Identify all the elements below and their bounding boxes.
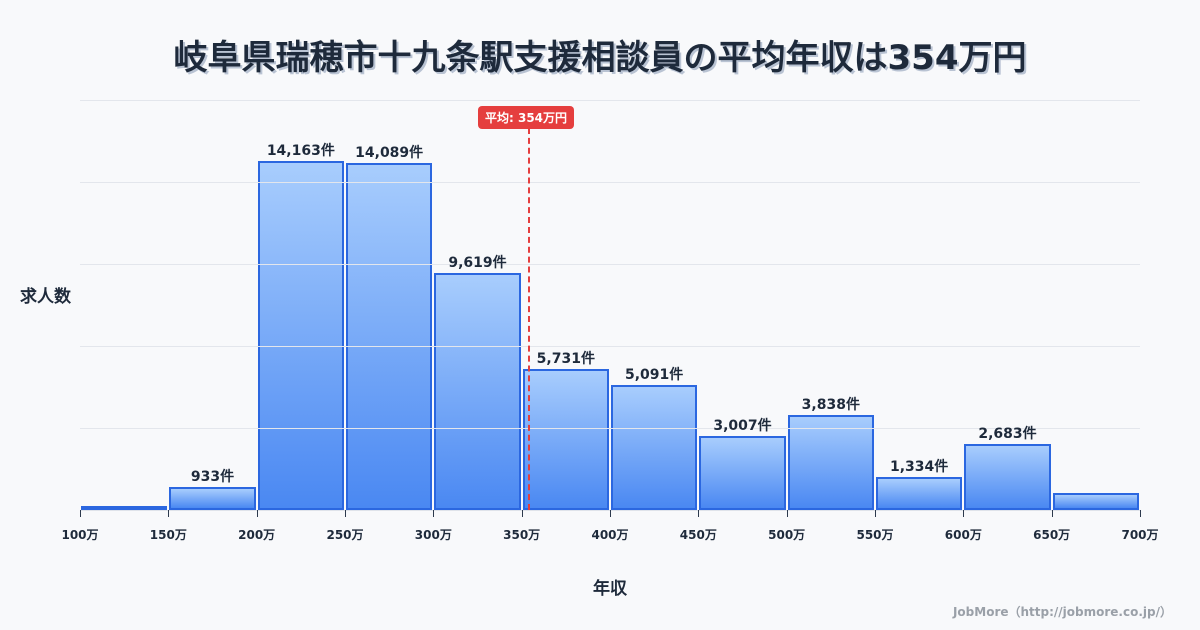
histogram-bar xyxy=(611,384,698,510)
bar-value-label: 14,089件 xyxy=(355,144,424,161)
x-tick-mark xyxy=(521,510,523,517)
gridline xyxy=(80,264,1140,265)
histogram-plot: 933件 14,163件 14,089件 9,619件 5,731件 5,091件 3,00… xyxy=(80,100,1140,511)
bar-value-label: 1,334件 xyxy=(890,459,949,476)
x-tick-mark xyxy=(345,510,346,517)
bar-value-label: 5,731件 xyxy=(536,350,595,367)
histogram-bar xyxy=(169,487,256,510)
bar-value-label: 14,163件 xyxy=(266,143,335,160)
x-tick-mark xyxy=(1140,510,1141,517)
x-tick-label: 150万 xyxy=(149,528,187,542)
average-line xyxy=(528,128,530,510)
x-tick-label: 100万 xyxy=(61,528,99,542)
x-tick-mark xyxy=(256,510,258,517)
x-tick-label: 600万 xyxy=(944,528,982,542)
x-tick-mark xyxy=(1051,510,1053,517)
histogram-bar xyxy=(787,415,874,510)
x-tick-mark xyxy=(433,510,435,517)
gridline xyxy=(80,182,1140,183)
x-tick-label: 700万 xyxy=(1121,528,1159,542)
histogram-bar xyxy=(876,477,963,510)
histogram-bar xyxy=(434,273,521,510)
x-tick-label: 200万 xyxy=(238,528,276,542)
gridline xyxy=(80,100,1140,101)
x-tick-mark xyxy=(610,510,611,517)
histogram-bar xyxy=(964,443,1051,510)
x-tick-label: 400万 xyxy=(591,528,629,542)
x-tick-mark xyxy=(168,510,170,517)
chart-title: 岐阜県瑞穂市十九条駅支援相談員の平均年収は354万円 xyxy=(173,38,1027,78)
histogram-bar xyxy=(346,162,433,510)
x-tick-label: 250万 xyxy=(326,528,364,542)
x-tick-mark xyxy=(698,510,700,517)
bar-value-label: 3,007件 xyxy=(713,417,772,434)
x-tick-label: 300万 xyxy=(414,528,452,542)
x-tick-label: 650万 xyxy=(1033,528,1071,542)
histogram-bar xyxy=(1052,493,1139,510)
x-tick-mark xyxy=(875,510,876,517)
histogram-bar xyxy=(522,368,609,510)
y-axis-label: 求人数 xyxy=(20,287,71,307)
bar-value-label: 9,619件 xyxy=(448,254,507,271)
x-tick-label: 350万 xyxy=(503,528,541,542)
histogram-bar xyxy=(699,435,786,510)
x-tick-label: 550万 xyxy=(856,528,894,542)
x-tick-mark xyxy=(963,510,965,517)
bar-value-label: 2,683件 xyxy=(978,425,1037,442)
x-tick-mark xyxy=(786,510,788,517)
bar-value-label: 5,091件 xyxy=(625,366,684,383)
x-tick-label: 450万 xyxy=(679,528,717,542)
histogram-bar xyxy=(257,161,344,510)
x-tick-label: 500万 xyxy=(768,528,806,542)
bar-value-label: 933件 xyxy=(190,469,235,485)
x-axis-label: 年収 xyxy=(593,579,627,599)
histogram-bar xyxy=(81,506,168,510)
gridline xyxy=(80,346,1140,347)
average-badge: 平均: 354万円 xyxy=(478,106,575,129)
gridline xyxy=(80,428,1140,429)
x-tick-mark xyxy=(80,510,81,517)
credit-text: JobMore（http://jobmore.co.jp/） xyxy=(952,605,1172,619)
bar-value-label: 3,838件 xyxy=(801,397,860,414)
